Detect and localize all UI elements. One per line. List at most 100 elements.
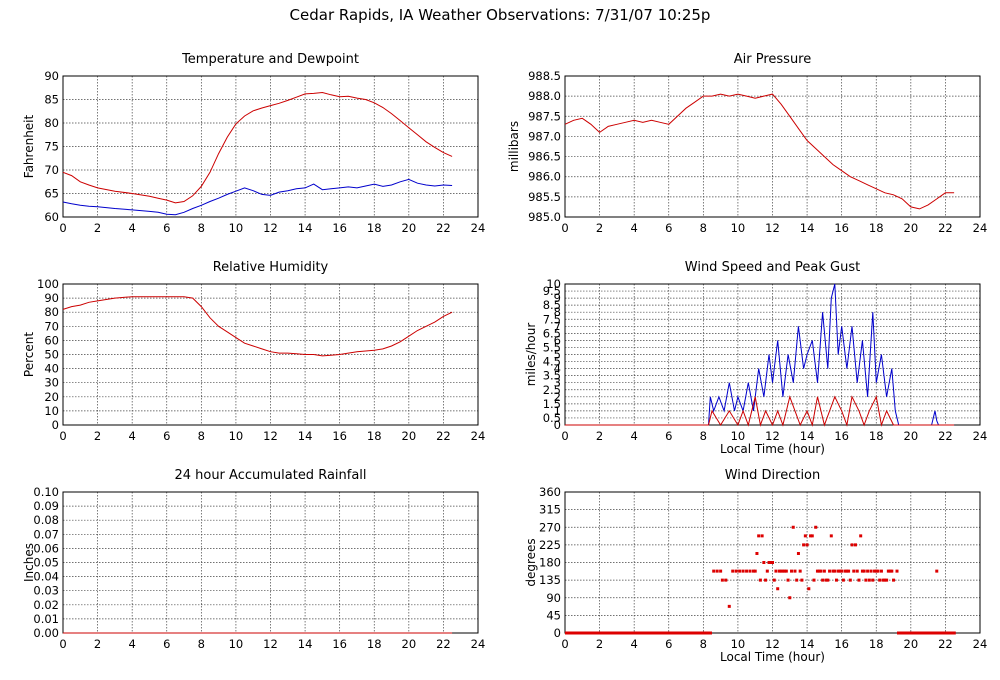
y-tick-label: 5.5 xyxy=(543,340,561,354)
y-tick-label: 1.5 xyxy=(543,397,561,411)
x-tick-label: 6 xyxy=(163,637,170,651)
plot-frame xyxy=(62,75,479,218)
y-tick-label: 100 xyxy=(37,277,59,291)
y-tick-label: 10 xyxy=(546,277,561,291)
x-tick-label: 8 xyxy=(198,429,205,443)
data-point xyxy=(869,569,873,573)
data-point xyxy=(762,561,766,564)
data-point xyxy=(796,551,800,555)
y-tick-label: 9.5 xyxy=(543,284,561,298)
y-tick-label: 0.04 xyxy=(33,570,59,584)
data-point xyxy=(774,569,778,573)
y-tick-label: 987.5 xyxy=(528,109,561,123)
y-tick-label: 1 xyxy=(554,404,561,418)
x-tick-label: 14 xyxy=(800,637,815,651)
chart-title: Air Pressure xyxy=(734,52,812,67)
x-tick-label: 24 xyxy=(471,637,486,651)
x-tick-label: 12 xyxy=(263,221,278,235)
x-tick-label: 2 xyxy=(596,221,603,235)
y-tick-label: 0.03 xyxy=(33,584,59,598)
data-point xyxy=(764,578,768,582)
data-point xyxy=(757,534,761,538)
x-tick-label: 0 xyxy=(561,221,568,235)
x-tick-label: 16 xyxy=(834,429,849,443)
y-axis-label: Percent xyxy=(22,332,36,377)
data-point xyxy=(838,569,842,573)
data-point xyxy=(795,578,799,582)
y-tick-label: 30 xyxy=(44,376,59,390)
y-tick-label: 0.01 xyxy=(33,612,59,626)
x-tick-label: 12 xyxy=(765,637,780,651)
y-tick-label: 85 xyxy=(44,93,59,107)
data-point xyxy=(776,587,780,591)
x-tick-label: 4 xyxy=(129,637,136,651)
x-tick-label: 6 xyxy=(665,429,672,443)
y-tick-label: 988.0 xyxy=(528,89,561,103)
x-tick-label: 20 xyxy=(402,221,417,235)
data-point xyxy=(790,569,794,573)
x-tick-label: 10 xyxy=(229,637,244,651)
data-point xyxy=(812,578,816,582)
data-point xyxy=(814,525,818,529)
data-point xyxy=(892,578,896,582)
data-point xyxy=(786,578,790,582)
y-tick-label: 10 xyxy=(44,404,59,418)
y-tick-label: 7.5 xyxy=(543,312,561,326)
y-tick-label: 986.5 xyxy=(528,150,561,164)
y-tick-label: 8 xyxy=(554,305,561,319)
data-point xyxy=(826,578,830,582)
data-point xyxy=(878,578,882,582)
data-point xyxy=(824,578,828,582)
data-point xyxy=(788,596,792,600)
data-point xyxy=(873,569,877,573)
data-point xyxy=(810,534,814,538)
series-line-1 xyxy=(62,178,453,216)
data-point xyxy=(772,578,776,582)
x-tick-label: 6 xyxy=(163,429,170,443)
data-point xyxy=(715,569,719,573)
y-tick-label: 2 xyxy=(554,390,561,404)
data-point xyxy=(890,569,894,573)
x-tick-label: 8 xyxy=(700,429,707,443)
x-tick-label: 12 xyxy=(765,221,780,235)
x-tick-label: 24 xyxy=(973,637,988,651)
data-point xyxy=(883,578,887,582)
data-point xyxy=(781,569,785,573)
x-tick-label: 8 xyxy=(700,637,707,651)
data-point xyxy=(935,569,939,573)
y-tick-label: 6 xyxy=(554,333,561,347)
data-point xyxy=(879,569,883,573)
data-point xyxy=(719,569,723,573)
data-point xyxy=(815,569,819,573)
x-tick-label: 8 xyxy=(198,637,205,651)
data-point xyxy=(819,569,823,573)
y-tick-label: 4 xyxy=(554,362,561,376)
x-tick-label: 18 xyxy=(869,637,884,651)
x-tick-label: 18 xyxy=(367,429,382,443)
y-tick-label: 8.5 xyxy=(543,298,561,312)
x-tick-label: 22 xyxy=(436,637,451,651)
data-point xyxy=(886,569,890,573)
x-tick-label: 14 xyxy=(298,221,313,235)
series-line-1 xyxy=(565,395,955,427)
y-tick-label: 70 xyxy=(44,163,59,177)
x-tick-label: 16 xyxy=(834,221,849,235)
y-tick-label: 0.08 xyxy=(33,513,59,527)
data-point xyxy=(840,569,844,573)
data-point xyxy=(751,569,755,573)
data-point xyxy=(857,578,861,582)
x-tick-label: 16 xyxy=(332,221,347,235)
x-tick-label: 16 xyxy=(332,637,347,651)
x-tick-label: 0 xyxy=(59,429,66,443)
data-point xyxy=(831,569,835,573)
x-tick-label: 22 xyxy=(938,429,953,443)
x-tick-label: 18 xyxy=(367,637,382,651)
x-tick-label: 12 xyxy=(263,429,278,443)
data-point xyxy=(845,569,849,573)
data-point xyxy=(727,604,731,608)
x-tick-label: 14 xyxy=(800,429,815,443)
page-title: Cedar Rapids, IA Weather Observations: 7… xyxy=(289,6,711,24)
x-tick-label: 24 xyxy=(471,429,486,443)
data-point xyxy=(779,569,783,573)
